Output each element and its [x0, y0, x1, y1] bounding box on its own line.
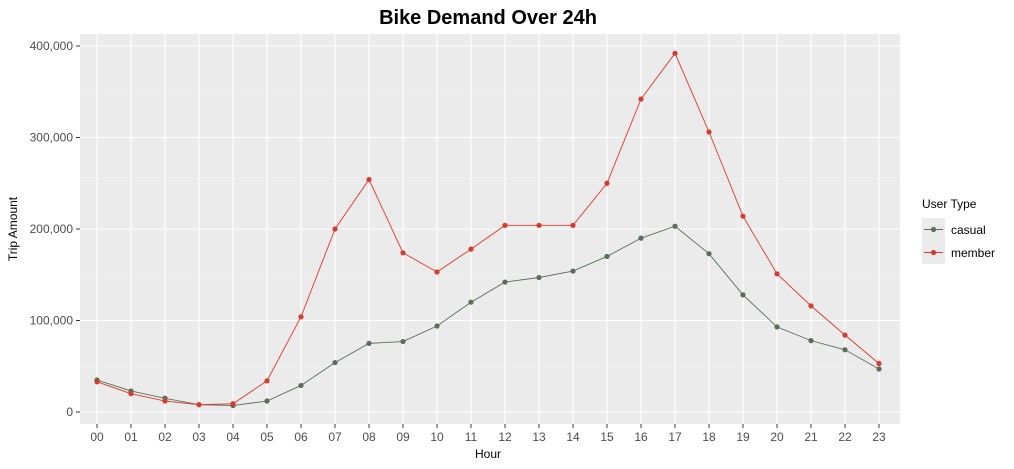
legend-title: User Type — [922, 197, 977, 211]
legend: User Type casual member — [922, 197, 995, 264]
data-point-member — [162, 398, 168, 404]
data-point-casual — [842, 347, 848, 353]
x-tick-label: 21 — [804, 430, 818, 444]
data-point-casual — [502, 279, 508, 285]
x-tick-label: 20 — [770, 430, 784, 444]
data-point-member — [604, 180, 610, 186]
data-point-casual — [570, 268, 576, 274]
x-tick-label: 09 — [396, 430, 410, 444]
legend-label-casual: casual — [951, 223, 986, 237]
minor-gridlines — [80, 91, 900, 367]
data-point-casual — [264, 398, 270, 404]
legend-key-point — [930, 226, 937, 233]
data-point-member — [536, 222, 542, 228]
x-tick-label: 16 — [634, 430, 648, 444]
x-tick-label: 08 — [362, 430, 376, 444]
x-tick-label: 15 — [600, 430, 614, 444]
x-tick-label: 22 — [838, 430, 852, 444]
series-line-member — [96, 52, 880, 406]
data-point-casual — [298, 382, 304, 389]
x-tick-label: 04 — [226, 430, 240, 444]
x-tick-label: 12 — [498, 430, 512, 444]
data-point-casual — [740, 292, 746, 298]
y-tick-label: 100,000 — [30, 314, 74, 328]
x-tick-label: 03 — [192, 430, 206, 444]
data-point-casual — [876, 366, 882, 372]
data-point-member — [774, 271, 780, 277]
data-point-casual — [672, 223, 678, 229]
y-tick-label: 300,000 — [30, 131, 74, 145]
data-point-casual — [774, 324, 780, 330]
x-tick-label: 05 — [260, 430, 274, 444]
y-axis-title: Trip Amount — [6, 196, 20, 261]
data-point-member — [128, 391, 134, 397]
legend-key-point — [930, 249, 937, 256]
data-point-member — [808, 303, 814, 309]
x-tick-label: 19 — [736, 430, 750, 444]
data-point-casual — [400, 338, 406, 345]
y-tick-label: 200,000 — [30, 222, 74, 236]
data-point-casual — [808, 338, 814, 344]
data-point-member — [672, 50, 678, 56]
major-gridlines — [80, 34, 900, 424]
data-point-member — [230, 401, 236, 407]
x-tick-label: 01 — [124, 430, 138, 444]
x-tick-label: 00 — [90, 430, 104, 444]
data-point-member — [298, 314, 304, 320]
x-tick-label: 10 — [430, 430, 444, 444]
data-point-member — [638, 96, 644, 102]
data-point-casual — [706, 251, 712, 257]
series-layer — [94, 50, 882, 409]
data-point-casual — [604, 253, 610, 260]
y-tick-label: 400,000 — [30, 39, 74, 53]
x-tick-label: 18 — [702, 430, 716, 444]
x-tick-label: 11 — [465, 430, 478, 444]
data-point-member — [264, 378, 270, 384]
x-tick-label: 23 — [872, 430, 886, 444]
tick-labels: 0 100,000 200,000 300,000 400,000 00 01 02 03 04 0… — [30, 39, 886, 444]
data-point-member — [706, 129, 712, 135]
data-point-member — [876, 360, 882, 367]
data-point-casual — [366, 340, 372, 346]
data-point-member — [468, 246, 474, 252]
data-point-casual — [468, 299, 474, 305]
data-point-member — [366, 176, 372, 183]
y-tick-label: 0 — [66, 405, 73, 419]
x-tick-label: 13 — [532, 430, 546, 444]
data-point-member — [196, 402, 202, 408]
x-tick-label: 02 — [158, 430, 172, 444]
series-line-casual — [96, 225, 880, 407]
data-point-member — [400, 250, 406, 256]
x-axis-title: Hour — [475, 447, 501, 461]
data-point-member — [842, 332, 848, 338]
legend-label-member: member — [951, 246, 995, 260]
data-point-member — [502, 222, 508, 228]
data-point-member — [570, 222, 576, 228]
data-point-member — [94, 379, 100, 385]
chart-title: Bike Demand Over 24h — [379, 7, 597, 29]
data-point-member — [332, 226, 338, 232]
data-point-casual — [434, 323, 440, 329]
x-tick-label: 07 — [328, 430, 342, 444]
x-tick-label: 06 — [294, 430, 308, 444]
data-point-casual — [638, 235, 644, 241]
axis-ticks — [76, 45, 880, 428]
data-point-member — [740, 213, 746, 219]
data-point-member — [434, 269, 440, 275]
data-point-casual — [332, 359, 338, 366]
data-point-casual — [536, 274, 542, 281]
x-tick-label: 14 — [566, 430, 580, 444]
x-tick-label: 17 — [668, 430, 682, 444]
